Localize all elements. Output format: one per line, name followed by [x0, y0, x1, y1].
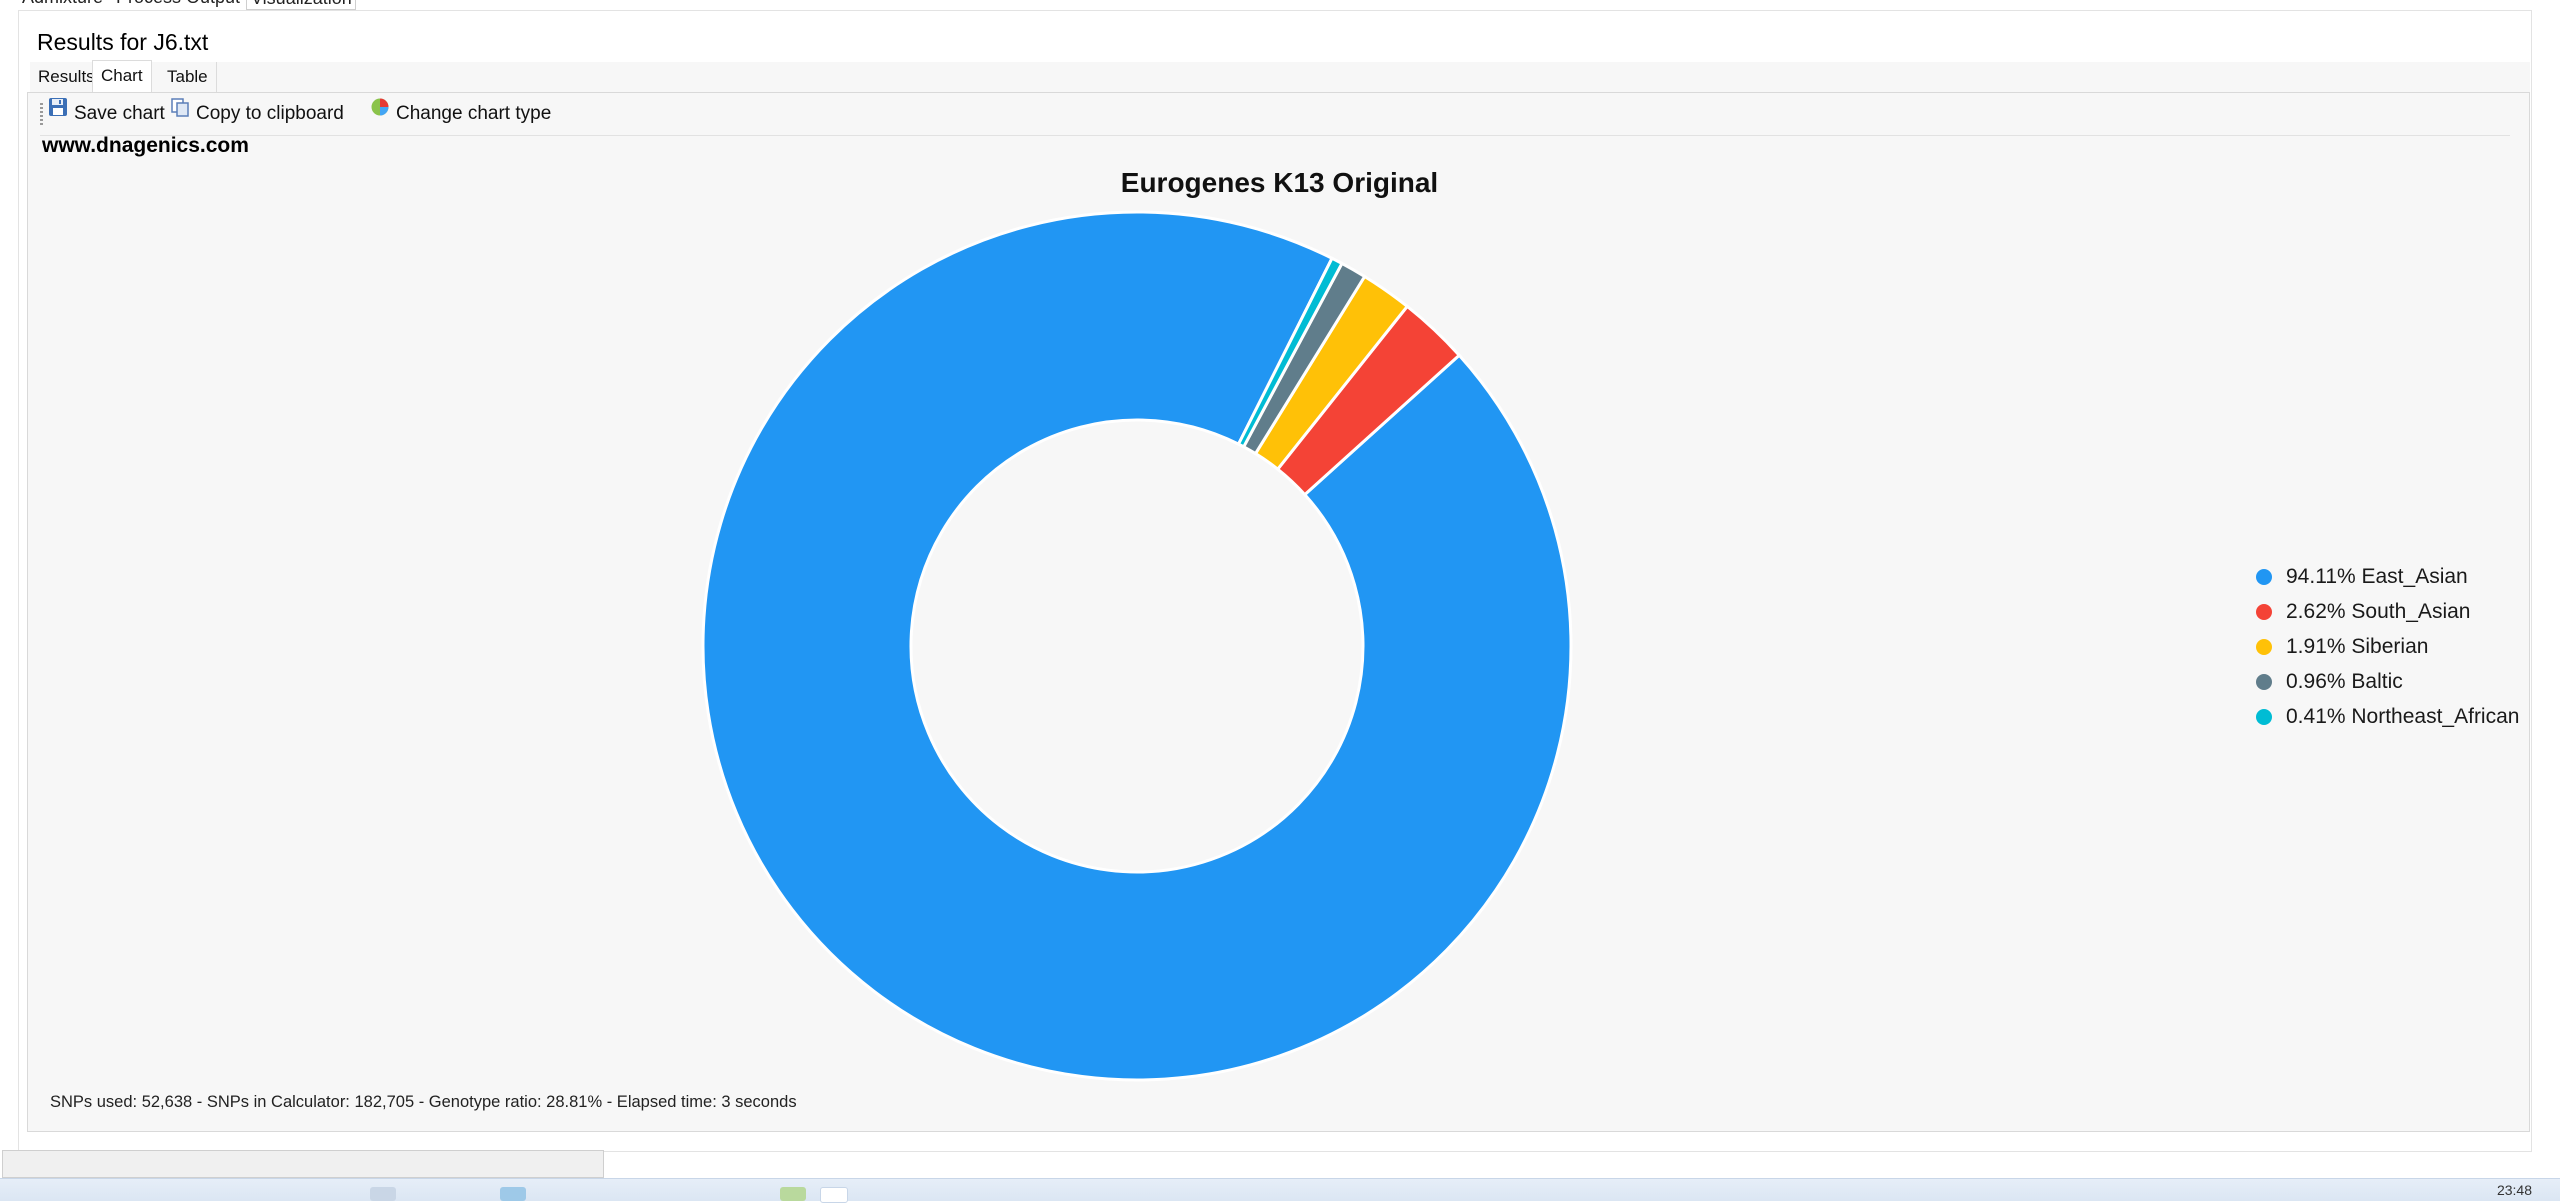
legend-label: 2.62% South_Asian — [2286, 600, 2471, 623]
tab-chart[interactable]: Chart — [92, 60, 152, 93]
tab-process-output[interactable]: Process Output — [116, 0, 240, 8]
floppy-disk-icon — [48, 97, 68, 127]
legend-label: 1.91% Siberian — [2286, 635, 2429, 658]
legend-color-dot — [2256, 674, 2272, 690]
save-chart-button[interactable]: Save chart — [48, 97, 165, 129]
copy-to-clipboard-button[interactable]: Copy to clipboard — [170, 97, 344, 129]
taskbar-clock: 23:48 — [2496, 1182, 2532, 1198]
legend-label: 94.11% East_Asian — [2286, 565, 2468, 588]
chart-toolbar: Save chart Copy to clipboard Change char… — [40, 97, 2510, 136]
taskbar-app-icon[interactable] — [500, 1187, 526, 1201]
status-text: SNPs used: 52,638 - SNPs in Calculator: … — [50, 1093, 797, 1111]
taskbar: 23:48 — [0, 1178, 2560, 1203]
horizontal-scrollbar[interactable] — [2, 1150, 604, 1178]
change-chart-type-label: Change chart type — [396, 103, 552, 125]
legend-item-south-asian[interactable]: 2.62% South_Asian — [2256, 594, 2519, 629]
legend-label: 0.96% Baltic — [2286, 670, 2403, 693]
toolbar-grip[interactable] — [40, 103, 43, 125]
legend-color-dot — [2256, 569, 2272, 585]
sub-tab-strip: Results Chart Table — [30, 60, 2530, 93]
tab-table[interactable]: Table — [159, 62, 217, 92]
results-title: Results for J6.txt — [37, 29, 209, 55]
legend-item-siberian[interactable]: 1.91% Siberian — [2256, 629, 2519, 664]
tab-results[interactable]: Results — [38, 67, 95, 86]
copy-icon — [170, 97, 190, 127]
taskbar-app-icon[interactable] — [820, 1187, 848, 1203]
donut-slice-northeast-african[interactable] — [1236, 256, 1344, 449]
legend-color-dot — [2256, 604, 2272, 620]
chart-title: Eurogenes K13 Original — [1120, 167, 1439, 198]
top-tab-strip: Admixture Process Output Visualization — [0, 0, 2560, 10]
change-chart-type-button[interactable]: Change chart type — [370, 97, 552, 129]
pie-chart-icon — [370, 97, 390, 127]
donut-slice-east-asian[interactable] — [701, 210, 1573, 1082]
tab-visualization[interactable]: Visualization — [246, 0, 356, 10]
legend-item-northeast-african[interactable]: 0.41% Northeast_African — [2256, 699, 2519, 734]
watermark-text: www.dnagenics.com — [42, 134, 249, 157]
chart-pane: Save chart Copy to clipboard Change char… — [27, 92, 2530, 1132]
toolbar-separator — [40, 135, 2510, 136]
save-chart-label: Save chart — [74, 103, 165, 125]
taskbar-app-icon[interactable] — [780, 1187, 806, 1201]
chart-legend: 94.11% East_Asian 2.62% South_Asian 1.91% … — [2256, 559, 2519, 734]
donut-chart — [701, 210, 1573, 1082]
legend-item-east-asian[interactable]: 94.11% East_Asian — [2256, 559, 2519, 594]
legend-label: 0.41% Northeast_African — [2286, 705, 2520, 728]
legend-color-dot — [2256, 639, 2272, 655]
tab-admixture[interactable]: Admixture — [22, 0, 103, 8]
legend-item-baltic[interactable]: 0.96% Baltic — [2256, 664, 2519, 699]
legend-color-dot — [2256, 709, 2272, 725]
taskbar-app-icon[interactable] — [370, 1187, 396, 1201]
copy-to-clipboard-label: Copy to clipboard — [196, 103, 344, 125]
